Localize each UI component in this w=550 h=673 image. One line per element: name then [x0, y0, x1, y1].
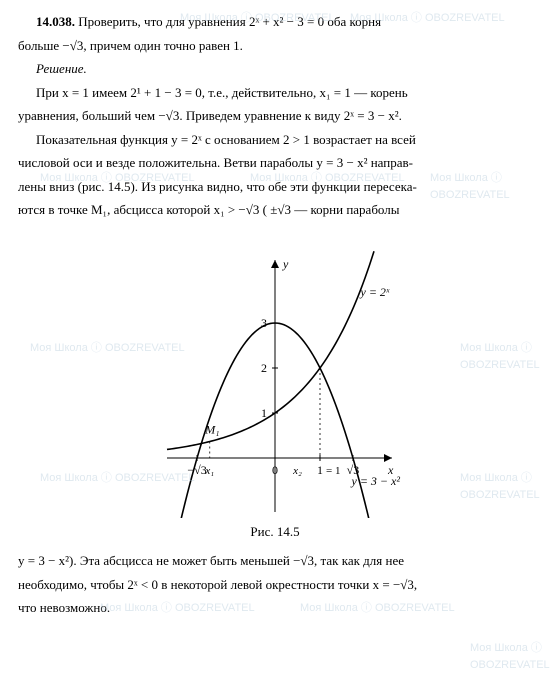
para2-line2: числовой оси и везде положительна. Ветви… — [18, 153, 532, 173]
chart-container: 123−√301√3yxM₁x₁x₂= 1y = 2ˣy = 3 − x² — [18, 228, 532, 518]
text: Проверить, что для уравнения 2ˣ + x² − 3… — [78, 14, 381, 29]
svg-text:y = 3 − x²: y = 3 − x² — [351, 474, 401, 488]
figure-caption: Рис. 14.5 — [18, 522, 532, 542]
svg-text:3: 3 — [261, 316, 267, 330]
svg-text:0: 0 — [272, 463, 278, 477]
para2-line1: Показательная функция y = 2ˣ с основание… — [18, 130, 532, 150]
problem-statement-line2: больше −√3, причем один точно равен 1. — [18, 36, 532, 56]
para2-line4: ются в точке M₁, абсцисса которой x₁ > −… — [18, 200, 532, 220]
svg-text:−√3: −√3 — [187, 463, 206, 477]
problem-number: 14.038. — [36, 14, 75, 29]
solution-label: Решение. — [18, 59, 532, 79]
para3-line1: y = 3 − x²). Эта абсцисса не может быть … — [18, 551, 532, 571]
svg-text:= 1: = 1 — [326, 465, 340, 477]
svg-text:x₂: x₂ — [292, 465, 302, 477]
svg-text:y = 2ˣ: y = 2ˣ — [360, 285, 390, 299]
svg-text:1: 1 — [317, 463, 323, 477]
para1-line1: При x = 1 имеем 2¹ + 1 − 3 = 0, т.е., де… — [18, 83, 532, 103]
para2-line3: лены вниз (рис. 14.5). Из рисунка видно,… — [18, 177, 532, 197]
function-plot: 123−√301√3yxM₁x₁x₂= 1y = 2ˣy = 3 − x² — [130, 228, 420, 518]
para1-line2: уравнения, больший чем −√3. Приведем ура… — [18, 106, 532, 126]
svg-text:M₁: M₁ — [204, 422, 219, 436]
problem-statement-line1: 14.038. Проверить, что для уравнения 2ˣ … — [18, 12, 532, 32]
svg-text:x₁: x₁ — [204, 465, 214, 477]
watermark: Моя Школа ⓘ OBOZREVATEL — [470, 640, 550, 673]
para3-line2: необходимо, чтобы 2ˣ < 0 в некоторой лев… — [18, 575, 532, 595]
para3-line3: что невозможно. — [18, 598, 532, 618]
svg-text:y: y — [282, 257, 289, 271]
svg-text:2: 2 — [261, 361, 267, 375]
